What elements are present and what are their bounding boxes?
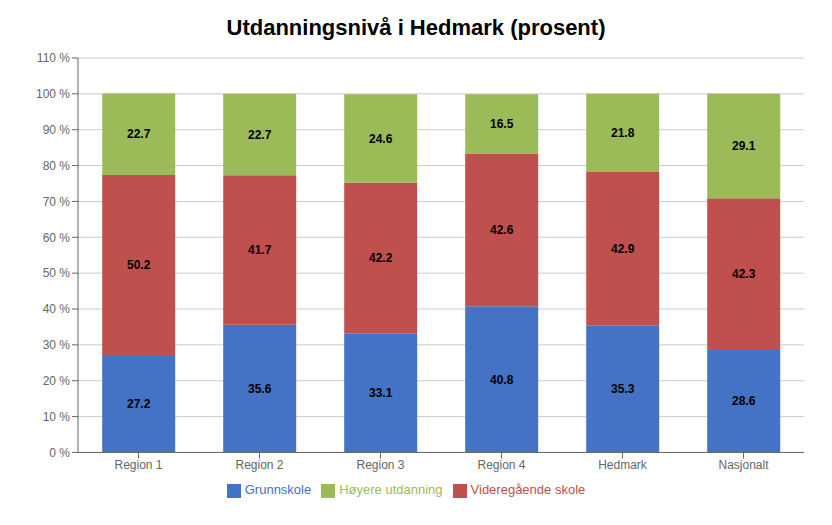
svg-text:42.3: 42.3 [732,267,756,281]
svg-text:Region 3: Region 3 [356,458,404,472]
svg-text:22.7: 22.7 [248,128,272,142]
svg-text:28.6: 28.6 [732,394,756,408]
svg-text:Nasjonalt: Nasjonalt [718,458,769,472]
svg-text:Region 2: Region 2 [235,458,283,472]
svg-text:40.8: 40.8 [490,373,514,387]
svg-text:90 %: 90 % [43,123,71,137]
svg-text:70 %: 70 % [43,195,71,209]
svg-text:42.2: 42.2 [369,251,393,265]
svg-text:22.7: 22.7 [127,127,151,141]
html-text:Høyere utdanning: Høyere utdanning [339,482,443,498]
svg-text:24.6: 24.6 [369,132,393,146]
svg-text:42.9: 42.9 [611,242,635,256]
svg-text:16.5: 16.5 [490,117,514,131]
svg-text:41.7: 41.7 [248,243,272,257]
svg-text:42.6: 42.6 [490,223,514,237]
svg-text:33.1: 33.1 [369,386,393,400]
svg-text:Region 4: Region 4 [477,458,525,472]
svg-text:Hedmark: Hedmark [598,458,648,472]
html-text:Videregående skole: Videregående skole [470,482,586,498]
svg-text:Region 1: Region 1 [114,458,162,472]
svg-text:110 %: 110 % [37,51,70,65]
svg-text:100 %: 100 % [36,87,70,101]
svg-text:20 %: 20 % [43,374,71,388]
svg-text:35.3: 35.3 [611,382,635,396]
svg-text:60 %: 60 % [43,231,71,245]
svg-text:29.1: 29.1 [732,139,756,153]
svg-text:21.8: 21.8 [611,126,635,140]
svg-text:80 %: 80 % [43,159,71,173]
html-text:Grunnskole: Grunnskole [244,482,312,498]
svg-text:35.6: 35.6 [248,382,272,396]
svg-text:0 %: 0 % [49,446,70,460]
svg-text:40 %: 40 % [43,302,71,316]
svg-text:10 %: 10 % [43,410,71,424]
html-text:Utdanningsnivå i Hedmark (pros: Utdanningsnivå i Hedmark (prosent) [226,15,606,40]
svg-text:30 %: 30 % [43,338,71,352]
svg-text:27.2: 27.2 [127,397,151,411]
svg-text:50 %: 50 % [43,266,71,280]
svg-text:50.2: 50.2 [127,258,151,272]
